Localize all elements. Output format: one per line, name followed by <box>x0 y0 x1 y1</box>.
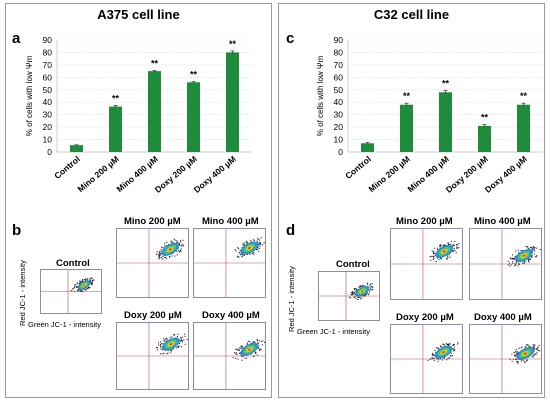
bar-chart-c32-svg: 0 10 20 30 40 50 60 70 80 90 % of cells with low Ψ… <box>316 35 543 195</box>
flow-plot-a375-mino400 <box>193 228 266 298</box>
y-tick-label: 20 <box>334 122 344 132</box>
flow-plot-a375-doxy400 <box>193 322 266 390</box>
flow-plot-c32-control <box>318 271 380 321</box>
y-tick-label: 90 <box>334 35 344 45</box>
y-tick-label: 10 <box>43 135 53 145</box>
y-tick-label: 40 <box>334 97 344 107</box>
flow-plot-c32-doxy200-density <box>391 325 462 393</box>
x-tick-label: Mino 200 µM <box>367 154 412 194</box>
right-flow-title-doxy400: Doxy 400 µM <box>474 312 532 323</box>
y-tick-label: 80 <box>43 47 53 57</box>
significance-label: ** <box>229 39 237 49</box>
left-flow-title-mino200: Mino 200 µM <box>124 216 181 227</box>
bar-chart-a375-svg: 0 10 20 30 40 50 60 70 80 90 % of cells with low Ψ… <box>25 35 252 195</box>
flow-plot-a375-doxy200-density <box>117 323 188 389</box>
y-axis-label: % of cells with low Ψm <box>316 55 325 136</box>
significance-label: ** <box>442 78 450 88</box>
flow-plot-c32-doxy200 <box>390 324 463 394</box>
bar-chart-c32: 0 10 20 30 40 50 60 70 80 90 % of cells with low Ψ… <box>273 0 548 215</box>
right-flow-title-doxy200: Doxy 200 µM <box>396 312 454 323</box>
left-flow-ylabel: Red JC-1 - intensity <box>18 260 27 326</box>
y-tick-label: 70 <box>334 60 344 70</box>
y-tick-label: 60 <box>43 72 53 82</box>
panel-label-c: c <box>286 30 295 47</box>
flow-plot-c32-mino400-density <box>470 229 541 299</box>
bar <box>517 104 530 152</box>
right-flow-xlabel: Green JC-1 - intensity <box>297 327 370 336</box>
right-flow-title-mino200: Mino 200 µM <box>396 216 453 227</box>
right-flow-title-control: Control <box>336 259 370 270</box>
bar <box>361 143 374 152</box>
flow-plot-a375-doxy400-density <box>194 323 265 389</box>
bar-chart-a375: 0 10 20 30 40 50 60 70 80 90 % of cells with low Ψ… <box>0 0 275 215</box>
significance-label: ** <box>520 91 528 101</box>
y-tick-label: 0 <box>338 147 343 157</box>
left-flow-title-doxy400: Doxy 400 µM <box>202 310 260 321</box>
y-tick-label: 50 <box>43 85 53 95</box>
significance-label: ** <box>151 58 159 68</box>
flow-plot-a375-doxy200 <box>116 322 189 390</box>
x-tick-label: Doxy 400 µM <box>192 154 238 195</box>
flow-plot-c32-mino200 <box>390 228 463 300</box>
bar <box>478 125 491 152</box>
y-tick-label: 80 <box>334 47 344 57</box>
flow-plot-a375-control <box>40 269 102 314</box>
y-tick-label: 40 <box>43 97 53 107</box>
bar <box>226 52 239 152</box>
bar <box>109 106 122 152</box>
x-tick-label: Doxy 400 µM <box>483 154 529 195</box>
y-tick-label: 70 <box>43 60 53 70</box>
flow-plot-a375-mino200 <box>116 228 189 298</box>
x-tick-label: Control <box>52 154 82 181</box>
significance-label: ** <box>481 113 489 123</box>
significance-label: ** <box>112 93 120 103</box>
panel-label-a: a <box>12 30 21 47</box>
flow-plot-c32-mino400 <box>469 228 542 300</box>
left-flow-title-mino400: Mino 400 µM <box>202 216 259 227</box>
left-flow-title-doxy200: Doxy 200 µM <box>124 310 182 321</box>
y-tick-label: 30 <box>43 110 53 120</box>
y-tick-label: 20 <box>43 122 53 132</box>
significance-label: ** <box>190 70 198 80</box>
x-tick-label: Mino 200 µM <box>76 154 121 194</box>
flow-plot-c32-mino200-density <box>391 229 462 299</box>
y-tick-label: 30 <box>334 110 344 120</box>
left-flow-xlabel: Green JC-1 - intensity <box>28 320 101 329</box>
bar <box>187 82 200 152</box>
x-tick-label: Control <box>343 154 373 181</box>
bar <box>400 104 413 152</box>
significance-label: ** <box>403 91 411 101</box>
left-flow-title-control: Control <box>56 258 90 269</box>
y-tick-label: 10 <box>334 135 344 145</box>
y-tick-label: 90 <box>43 35 53 45</box>
left-panel-title: A375 cell line <box>97 7 180 22</box>
y-axis-label: % of cells with low Ψm <box>25 55 34 136</box>
flow-plot-c32-doxy400-density <box>470 325 541 393</box>
flow-plot-a375-mino400-density <box>194 229 265 297</box>
bar <box>70 145 83 152</box>
y-tick-label: 0 <box>47 147 52 157</box>
right-flow-ylabel: Red JC-1 - intensity <box>287 266 296 332</box>
y-tick-label: 50 <box>334 85 344 95</box>
flow-plot-a375-mino200-density <box>117 229 188 297</box>
flow-plot-c32-control-density <box>319 272 379 320</box>
right-flow-title-mino400: Mino 400 µM <box>474 216 531 227</box>
flow-plot-a375-control-density <box>41 270 101 313</box>
y-tick-label: 60 <box>334 72 344 82</box>
right-panel-title: C32 cell line <box>373 7 450 22</box>
panel-label-b: b <box>12 222 22 239</box>
bar <box>148 71 161 152</box>
panel-label-d: d <box>286 222 296 239</box>
flow-plot-c32-doxy400 <box>469 324 542 394</box>
bar <box>439 92 452 152</box>
